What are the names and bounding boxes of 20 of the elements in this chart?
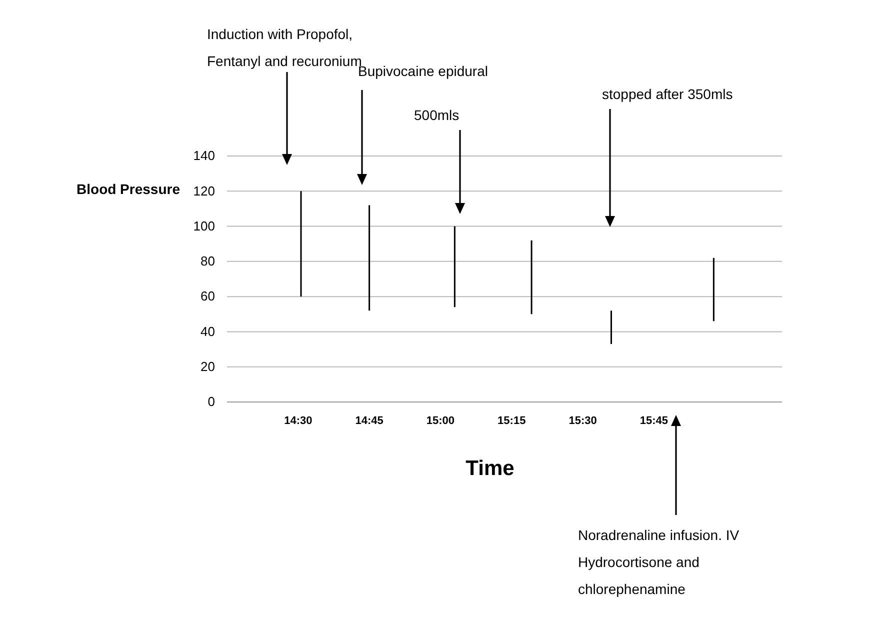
y-tick-label: 80 — [200, 254, 215, 269]
x-tick-label: 14:30 — [284, 414, 312, 427]
y-tick-label: 140 — [193, 148, 215, 164]
text: stopped after 350mls — [602, 86, 733, 102]
y-tick-label: 20 — [200, 359, 215, 374]
y-tick-label: 100 — [193, 218, 215, 234]
y-tick-label: 120 — [193, 183, 215, 198]
x-tick-label: 15:45 — [640, 414, 668, 427]
y-tick-label: 0 — [208, 394, 215, 410]
y-axis-title: Blood Pressure — [76, 181, 180, 197]
text: Noradrenaline infusion. IV Hydrocortisone and chlorephenamine — [578, 527, 740, 597]
y-tick-label: 60 — [200, 288, 215, 304]
x-tick-label: 14:45 — [355, 414, 384, 427]
text: 500mls — [414, 107, 460, 123]
x-tick-label: 15:15 — [498, 414, 526, 427]
y-tick-label: 40 — [200, 324, 215, 339]
text: Bupivocaine epidural — [358, 63, 488, 79]
x-axis-title: Time — [466, 457, 514, 480]
x-tick-label: 15:30 — [568, 414, 597, 427]
x-tick-label: 15:00 — [426, 414, 455, 427]
